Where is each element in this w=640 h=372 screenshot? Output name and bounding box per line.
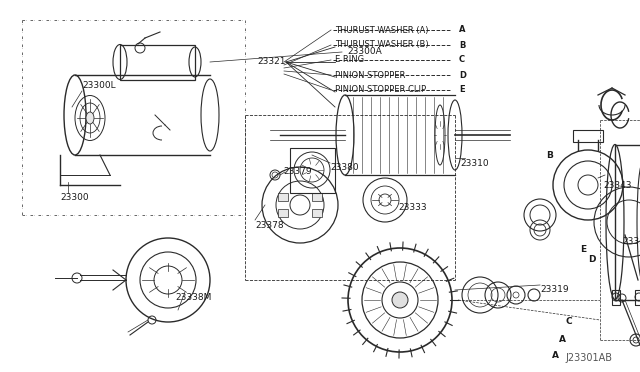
- Bar: [615, 145, 640, 300]
- Bar: [612, 290, 620, 305]
- Text: E RING: E RING: [335, 55, 364, 64]
- Text: 23338: 23338: [622, 237, 640, 247]
- Bar: [573, 130, 603, 142]
- Text: 23343: 23343: [603, 180, 632, 189]
- Text: A: A: [559, 336, 566, 344]
- Text: D: D: [588, 256, 596, 264]
- Text: E: E: [459, 86, 465, 94]
- Text: 23380: 23380: [330, 164, 358, 173]
- Text: PINION STOPPER CLIP: PINION STOPPER CLIP: [335, 86, 426, 94]
- Text: 23321: 23321: [257, 58, 285, 67]
- Text: B: B: [547, 151, 554, 160]
- Text: E: E: [580, 246, 586, 254]
- Text: 23379: 23379: [283, 167, 312, 176]
- Text: 23300L: 23300L: [82, 80, 116, 90]
- Bar: [312, 209, 322, 218]
- Bar: [120, 45, 195, 80]
- Bar: [278, 193, 288, 201]
- Text: 23333: 23333: [398, 202, 427, 212]
- Text: 23300: 23300: [60, 193, 88, 202]
- Text: PINION STOPPER: PINION STOPPER: [335, 71, 405, 80]
- Text: THURUST WASHER (A): THURUST WASHER (A): [335, 26, 429, 35]
- Bar: [290, 148, 335, 193]
- Circle shape: [392, 292, 408, 308]
- Text: 23338M: 23338M: [175, 294, 211, 302]
- Bar: [635, 290, 640, 305]
- Text: C: C: [459, 55, 465, 64]
- Text: 23319: 23319: [540, 285, 568, 295]
- Text: C: C: [566, 317, 572, 327]
- Text: A: A: [552, 350, 559, 359]
- Text: B: B: [459, 41, 465, 49]
- Text: D: D: [459, 71, 466, 80]
- Text: J23301AB: J23301AB: [565, 353, 612, 363]
- Text: 23300A: 23300A: [347, 48, 381, 57]
- Text: A: A: [459, 26, 465, 35]
- Text: 23378: 23378: [255, 221, 284, 230]
- Ellipse shape: [86, 112, 94, 124]
- Bar: [278, 209, 288, 218]
- Text: 23310: 23310: [460, 158, 488, 167]
- Text: THURUST WASHER (B): THURUST WASHER (B): [335, 41, 429, 49]
- Bar: [312, 193, 322, 201]
